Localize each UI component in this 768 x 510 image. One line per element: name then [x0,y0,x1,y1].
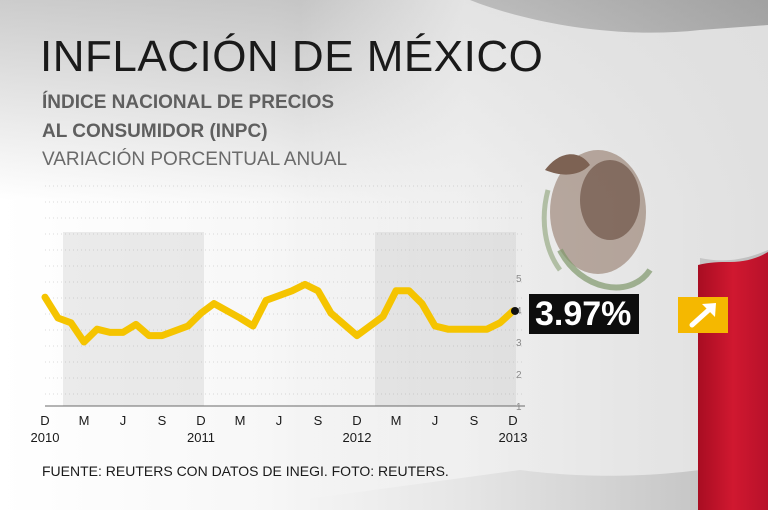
flag-eagle-emblem [541,150,653,291]
data-point [109,331,111,333]
data-point [447,328,449,330]
x-tick-label: M [79,413,90,428]
subtitle-line-1: ÍNDICE NACIONAL DE PRECIOS [42,92,335,113]
y-tick-label: 3 [516,338,522,349]
x-tick-label: S [470,413,479,428]
data-point [239,317,241,319]
data-point [499,322,501,324]
y-tick-label: 1 [516,402,522,413]
x-tick-label: J [432,413,439,428]
x-tick-label: J [120,413,127,428]
data-point [83,341,85,343]
data-point [421,303,423,305]
data-point [408,290,410,292]
data-point [252,325,254,327]
data-point [330,312,332,314]
last-point-marker [511,306,519,315]
x-year-label: 2012 [343,430,372,445]
subtitle-line-3: VARIACIÓN PORCENTUAL ANUAL [42,149,348,170]
inflation-series-line [41,280,517,346]
data-point [486,328,488,330]
data-point [135,323,137,325]
data-point [148,335,150,337]
data-point [96,328,98,330]
x-tick-label: M [235,413,246,428]
data-point [57,317,59,319]
x-tick-label: J [276,413,283,428]
y-tick-label: 4 [516,306,522,317]
data-point [382,315,384,317]
data-point [44,296,46,298]
x-year-label: 2011 [187,430,215,445]
data-point [304,283,306,285]
current-value-label: 3.97% [529,294,640,334]
x-tick-label: D [40,413,49,428]
flag-white-band [300,0,768,500]
data-point [434,325,436,327]
x-year-label: 2010 [31,430,60,445]
data-point [213,303,215,305]
data-point [265,299,267,301]
data-point [291,290,293,292]
data-point [200,312,202,314]
x-tick-label: S [314,413,323,428]
y-tick-label: 5 [516,274,522,285]
data-point [395,290,397,292]
x-year-label: 2013 [499,430,528,445]
data-point [460,328,462,330]
arrow-up-right-icon [678,297,728,333]
x-tick-label: S [158,413,167,428]
x-tick-label: M [391,413,402,428]
data-point [356,335,358,337]
x-tick-label: D [196,413,205,428]
subtitle-line-2: AL CONSUMIDOR (INPC) [42,121,268,142]
source-note: FUENTE: REUTERS CON DATOS DE INEGI. FOTO… [42,463,449,479]
year-band [63,232,204,406]
year-band [375,232,516,406]
data-point [161,335,163,337]
page-title: INFLACIÓN DE MÉXICO [40,32,544,81]
x-tick-label: D [352,413,361,428]
data-point [278,295,280,297]
data-point [317,290,319,292]
data-point [70,322,72,324]
data-point [122,331,124,333]
y-tick-label: 2 [516,370,522,381]
data-point [187,325,189,327]
x-tick-label: D [508,413,517,428]
